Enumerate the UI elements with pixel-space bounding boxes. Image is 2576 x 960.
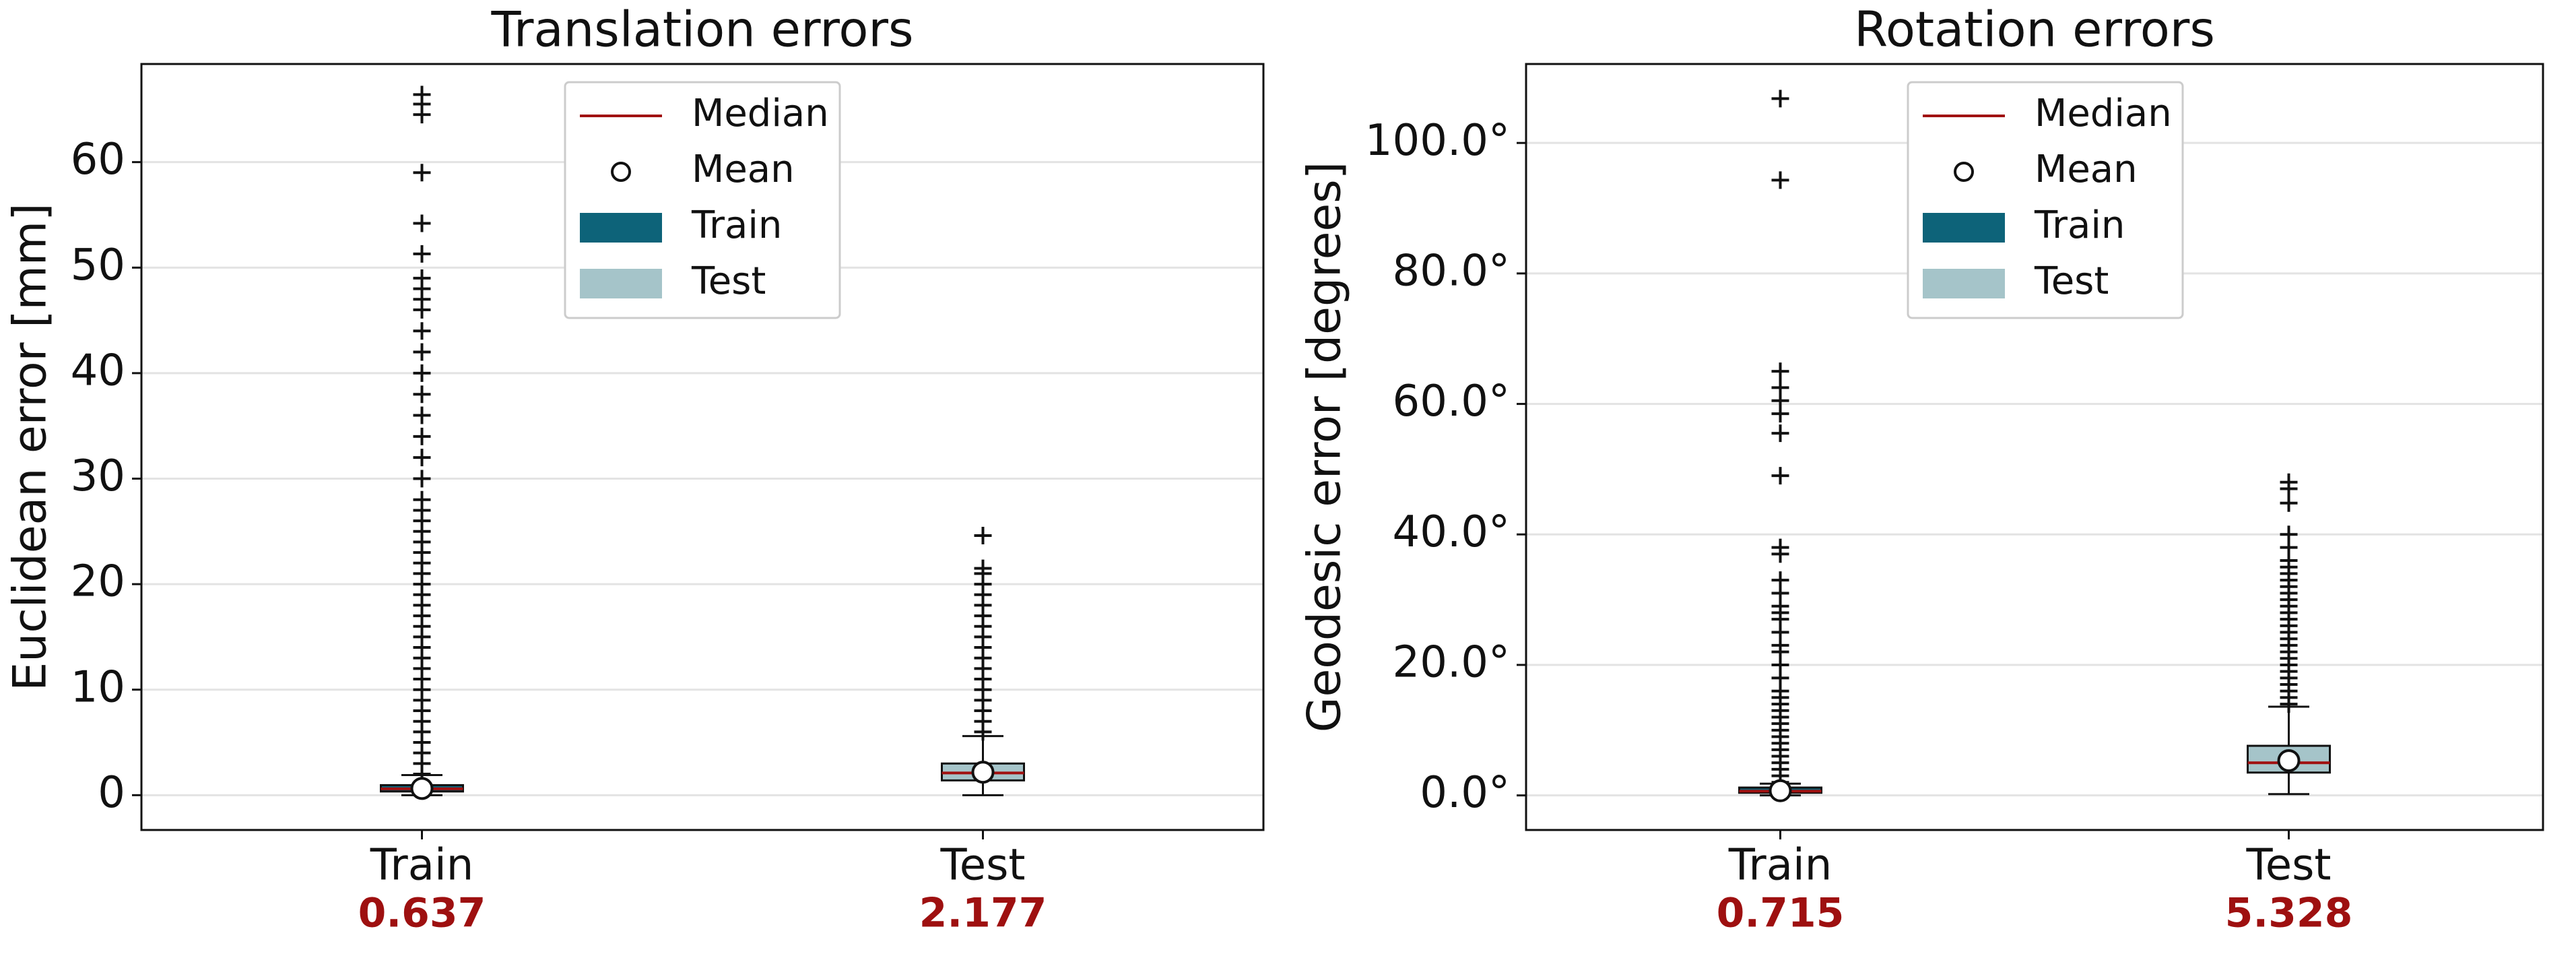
y-tick-label: 20	[71, 557, 125, 607]
plot-frame	[140, 63, 1265, 831]
outlier	[413, 449, 431, 467]
y-tick-label: 60.0°	[1393, 377, 1511, 426]
outlier	[1771, 90, 1789, 108]
mean-marker	[971, 761, 995, 784]
outlier	[413, 245, 431, 263]
y-tick-label: 100.0°	[1365, 116, 1510, 166]
legend-swatch	[1923, 213, 2005, 243]
legend-label: Mean	[2035, 148, 2138, 191]
outlier	[413, 385, 431, 404]
y-tick-label: 40.0°	[1393, 507, 1511, 557]
mean-label: 0.637	[358, 890, 486, 937]
y-axis-label: Euclidean error [mm]	[4, 203, 57, 691]
x-tick-label: Train	[1728, 841, 1832, 891]
outlier	[413, 427, 431, 445]
x-tick-label: Test	[2245, 841, 2331, 891]
outlier	[2280, 473, 2298, 491]
y-tick-label: 80.0°	[1393, 246, 1511, 296]
outlier	[1771, 467, 1789, 485]
legend-mean	[1954, 162, 1974, 182]
mean-label: 2.177	[919, 890, 1047, 937]
outlier	[1771, 571, 1789, 589]
mean-marker	[410, 777, 434, 800]
plot-frame	[1525, 63, 2544, 831]
outlier	[413, 364, 431, 382]
legend-frame	[1907, 81, 2184, 319]
outlier	[1771, 424, 1789, 443]
y-tick-label: 10	[71, 662, 125, 712]
legend-label: Mean	[692, 148, 795, 191]
legend-label: Train	[2034, 203, 2125, 247]
outlier	[974, 559, 992, 577]
legend-label: Test	[691, 259, 766, 303]
x-tick-label: Test	[939, 841, 1025, 891]
y-tick-label: 0.0°	[1420, 768, 1510, 818]
outlier	[413, 343, 431, 361]
y-tick-label: 50	[71, 241, 125, 290]
y-axis-label: Geodesic error [degrees]	[1298, 162, 1352, 732]
legend-mean	[611, 162, 631, 182]
outlier	[1771, 171, 1789, 189]
outlier	[413, 470, 431, 488]
y-tick-label: 40	[71, 346, 125, 395]
mean-marker	[1769, 779, 1792, 802]
legend-swatch	[1923, 269, 2005, 298]
outlier	[413, 164, 431, 182]
outlier	[413, 490, 431, 509]
mean-label: 0.715	[1717, 890, 1845, 937]
outlier	[413, 322, 431, 340]
legend-swatch	[580, 213, 662, 243]
outlier	[974, 527, 992, 545]
legend-label: Median	[2035, 92, 2172, 135]
chart-title: Translation errors	[490, 1, 913, 58]
mean-label: 5.328	[2225, 890, 2353, 937]
x-tick-label: Train	[370, 841, 474, 891]
outlier	[413, 406, 431, 424]
outlier	[413, 214, 431, 232]
outlier	[1771, 538, 1789, 556]
legend-label: Median	[692, 92, 829, 135]
y-tick-label: 0	[98, 768, 125, 818]
legend-label: Test	[2034, 259, 2109, 303]
y-tick-label: 60	[71, 135, 125, 185]
legend-label: Train	[691, 203, 782, 247]
y-tick-label: 20.0°	[1393, 638, 1511, 688]
outlier	[2280, 525, 2298, 544]
outlier	[1771, 379, 1789, 397]
legend-swatch	[580, 269, 662, 298]
outlier	[413, 86, 431, 104]
outlier	[413, 269, 431, 287]
mean-marker	[2277, 749, 2301, 773]
y-tick-label: 30	[71, 451, 125, 501]
legend-frame	[564, 81, 841, 319]
outlier	[1771, 362, 1789, 381]
chart-title: Rotation errors	[1854, 1, 2215, 58]
